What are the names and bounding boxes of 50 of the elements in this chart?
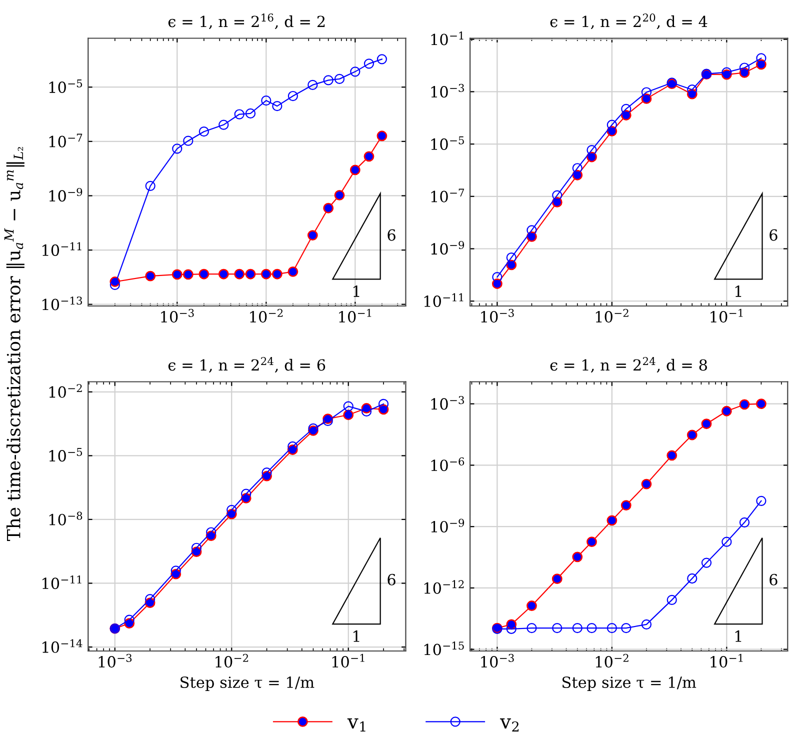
x-tick-label: 10$^{−1}$ <box>710 308 743 323</box>
y-tick-label: 10$^{−3}$ <box>431 396 464 410</box>
chart-title: ϵ = 1, n = 2$^{16}$, d = 2 <box>168 14 325 30</box>
x-axis-title: Step size τ = 1/m <box>180 676 314 691</box>
y-tick-label: 10$^{−6}$ <box>431 457 464 472</box>
y-tick-label: 10$^{−11}$ <box>42 242 82 256</box>
y-tick-label: 10$^{−8}$ <box>49 512 82 526</box>
x-tick-label: 10$^{−2}$ <box>596 654 628 668</box>
y-tick-label: 10$^{−5}$ <box>49 79 82 94</box>
legend-label: v$_{1}$ <box>347 718 366 732</box>
x-tick-label: 10$^{−1}$ <box>332 654 364 668</box>
y-tick-label: 10$^{−15}$ <box>424 642 464 656</box>
annotation: 6 <box>388 574 396 586</box>
y-tick-label: 10$^{−7}$ <box>49 134 82 148</box>
chart-title: ϵ = 1, n = 2$^{24}$, d = 8 <box>550 357 707 373</box>
y-tick-label: 10$^{−13}$ <box>42 296 82 310</box>
x-tick-label: 10$^{−3}$ <box>98 654 132 668</box>
y-tick-label: 10$^{−9}$ <box>431 240 464 255</box>
annotation: 6 <box>770 229 778 241</box>
annotation: 1 <box>735 285 742 297</box>
x-tick-label: 10$^{−2}$ <box>596 308 628 323</box>
y-tick-label: 10$^{−5}$ <box>49 448 82 462</box>
y-tick-label: 10$^{−9}$ <box>431 518 464 532</box>
y-tick-label: 10$^{−7}$ <box>431 188 464 202</box>
y-tick-label: 10$^{−14}$ <box>42 639 82 653</box>
y-tick-label: 10$^{−1}$ <box>431 32 464 46</box>
x-tick-label: 10$^{−2}$ <box>250 308 283 323</box>
annotation: 6 <box>388 229 396 241</box>
y-tick-label: 10$^{−11}$ <box>424 293 464 308</box>
chart-title: ϵ = 1, n = 2$^{20}$, d = 4 <box>550 14 708 30</box>
x-tick-label: 10$^{−1}$ <box>710 654 743 668</box>
annotation: 1 <box>735 630 742 642</box>
chart-title: ϵ = 1, n = 2$^{24}$, d = 6 <box>168 357 326 373</box>
x-tick-label: 10$^{−2}$ <box>216 654 248 668</box>
y-tick-label: 10$^{−9}$ <box>49 188 82 202</box>
y-tick-label: 10$^{−2}$ <box>49 384 82 398</box>
annotation: 1 <box>354 630 360 642</box>
annotation: 1 <box>354 285 360 297</box>
x-tick-label: 10$^{−3}$ <box>481 654 514 668</box>
y-axis-title: The time-discretization error ‖u$_{a}$$^{M}$ − u$_{a}$$^{m}$‖$_{L₂}$ <box>4 147 24 542</box>
x-axis-title: Step size τ = 1/m <box>562 676 696 691</box>
annotation: 6 <box>770 574 778 586</box>
x-tick-label: 10$^{−1}$ <box>339 308 372 323</box>
y-tick-label: 10$^{−3}$ <box>431 84 464 98</box>
y-tick-label: 10$^{−5}$ <box>431 136 464 150</box>
y-tick-label: 10$^{−11}$ <box>42 575 82 590</box>
x-tick-label: 10$^{−3}$ <box>481 308 514 323</box>
x-tick-label: 10$^{−3}$ <box>161 308 194 323</box>
y-tick-label: 10$^{−12}$ <box>424 580 464 594</box>
legend-label: v$_{2}$ <box>500 718 519 732</box>
